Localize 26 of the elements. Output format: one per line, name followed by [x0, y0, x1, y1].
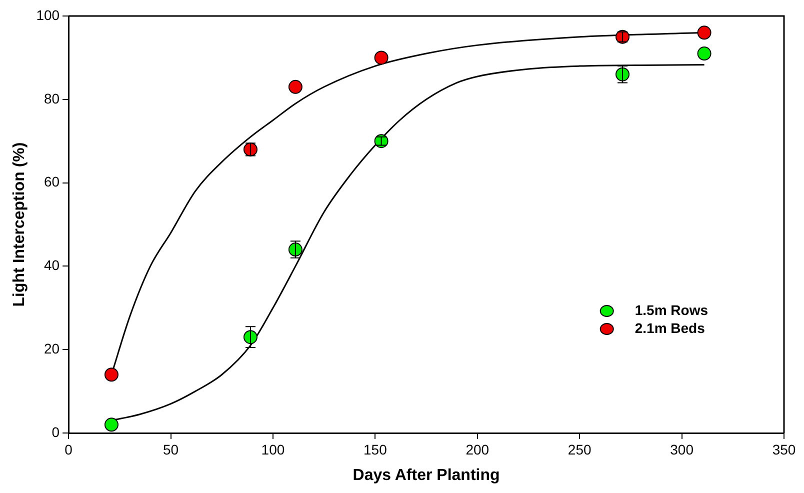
- y-tick-label: 60: [44, 174, 60, 190]
- point: [374, 134, 388, 148]
- legend-label: 2.1m Beds: [634, 320, 706, 336]
- point: [243, 330, 258, 344]
- x-tick-label: 100: [261, 441, 285, 458]
- point: [288, 80, 302, 94]
- y-tick-label: 100: [36, 6, 60, 23]
- y-tick-label: 0: [52, 424, 60, 440]
- y-axis-title: Light Interception (%): [11, 142, 28, 307]
- legend-label: 1.5m Rows: [634, 302, 708, 318]
- x-tick-label: 150: [363, 441, 388, 458]
- point: [104, 368, 118, 382]
- point: [104, 418, 118, 432]
- x-tick-label: 0: [64, 441, 73, 458]
- y-tick-label: 80: [44, 90, 60, 106]
- y-tick-label: 40: [44, 257, 60, 274]
- x-tick-label: 50: [162, 441, 179, 458]
- point: [697, 26, 712, 40]
- x-tick-label: 350: [772, 441, 796, 458]
- point: [697, 46, 712, 61]
- x-tick-label: 200: [466, 441, 490, 458]
- x-axis-title: Days After Planting: [352, 466, 500, 484]
- point: [374, 50, 388, 65]
- y-tick-label: 20: [44, 340, 60, 356]
- x-tick-label: 250: [568, 441, 592, 458]
- x-tick-label: 300: [670, 441, 694, 458]
